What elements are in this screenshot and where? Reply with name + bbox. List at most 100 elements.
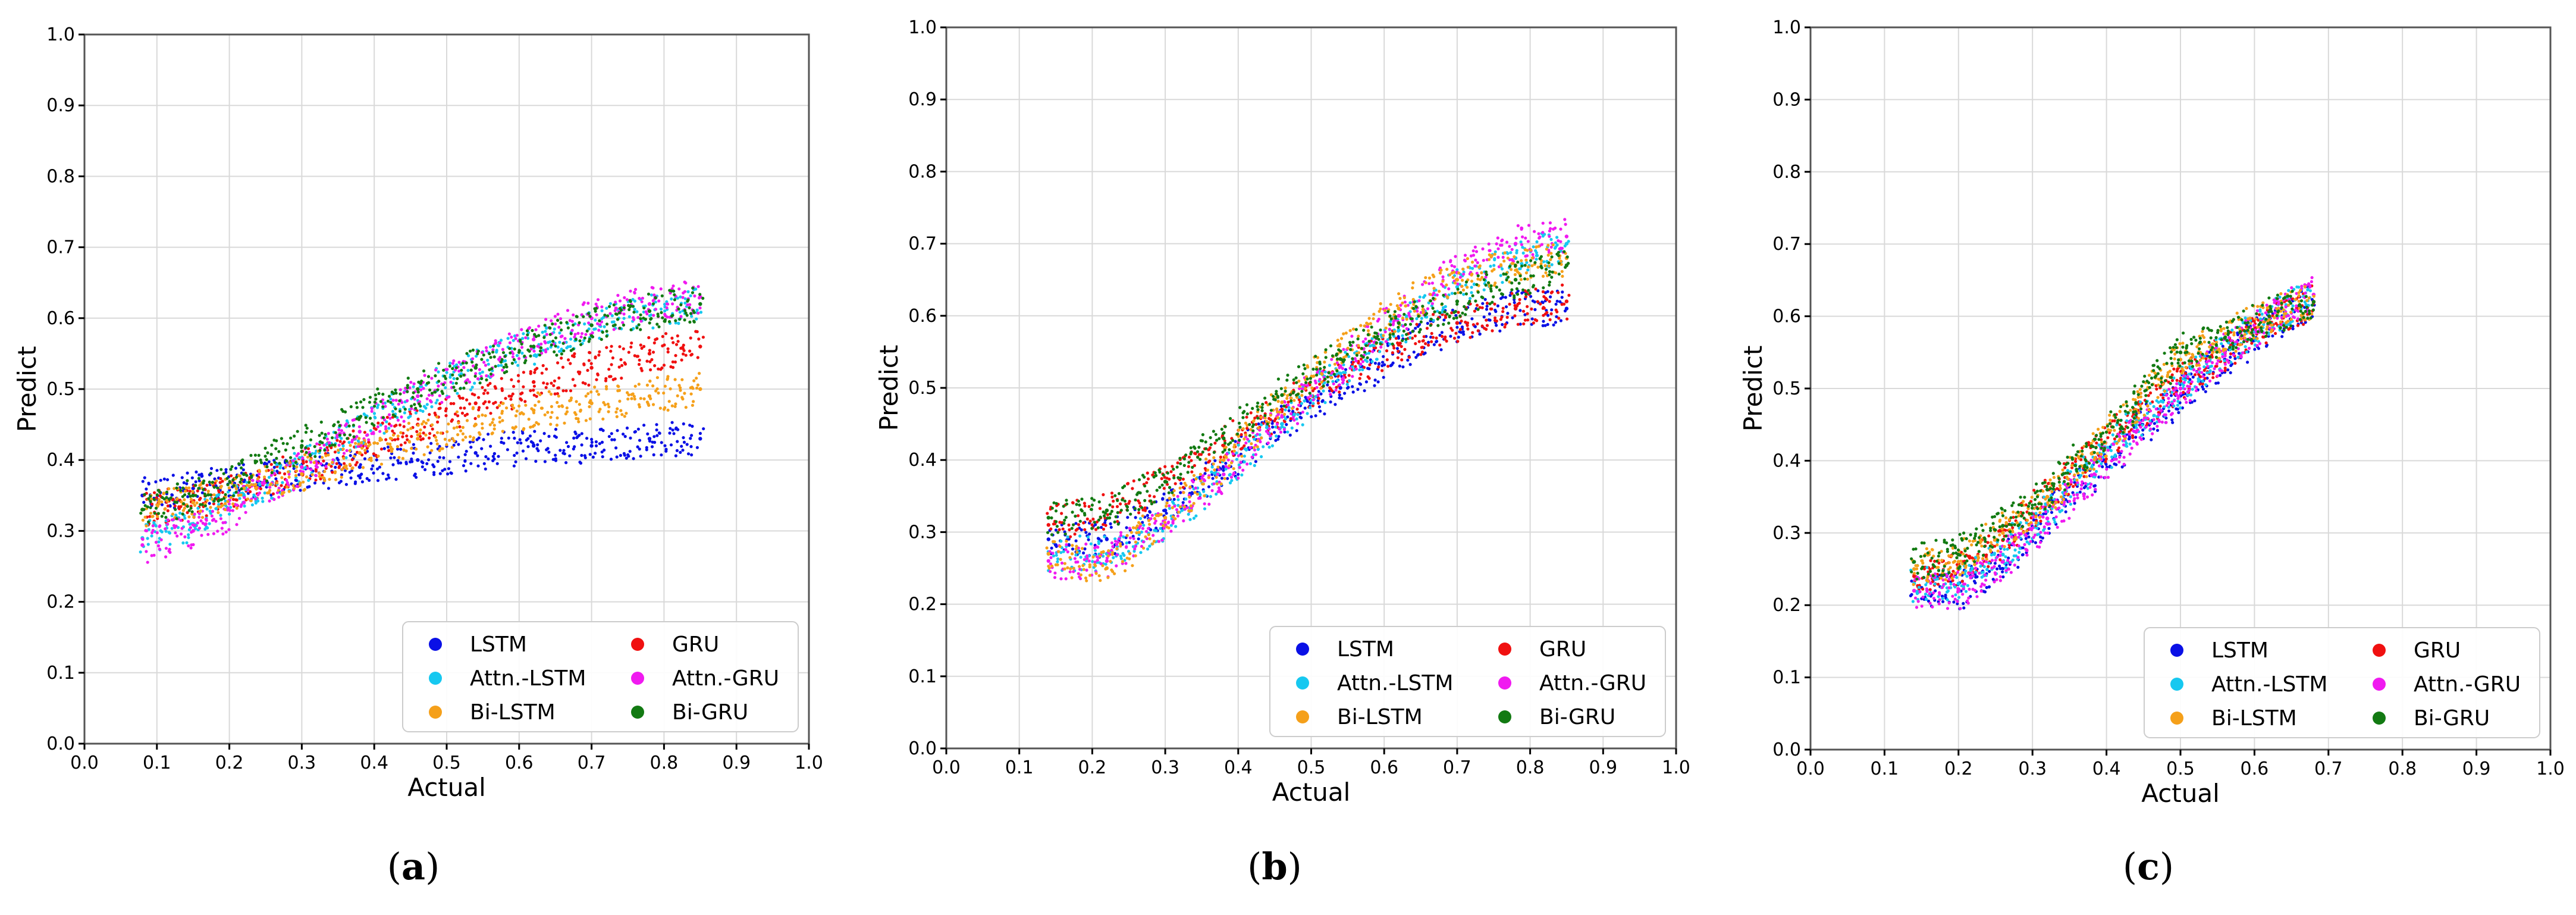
data-point: [376, 406, 379, 409]
data-point: [447, 395, 451, 399]
data-point: [550, 405, 554, 409]
data-point: [1210, 489, 1214, 493]
data-point: [189, 497, 193, 501]
data-point: [449, 471, 453, 475]
data-point: [1485, 302, 1489, 305]
data-point: [619, 358, 623, 362]
data-point: [615, 312, 619, 316]
data-point: [246, 488, 250, 491]
data-point: [482, 391, 486, 395]
data-point: [208, 522, 211, 525]
data-point: [1336, 378, 1339, 382]
data-point: [412, 452, 415, 455]
data-point: [528, 349, 531, 353]
data-point: [670, 336, 674, 340]
data-point: [1189, 504, 1193, 507]
data-point-anchor: [1338, 371, 1342, 375]
data-point: [442, 368, 445, 372]
data-point: [532, 393, 536, 397]
data-point: [419, 388, 423, 392]
data-point: [673, 378, 677, 381]
data-point: [1488, 249, 1491, 252]
data-point: [1379, 302, 1382, 306]
data-point: [203, 527, 207, 531]
data-point: [1126, 516, 1129, 519]
data-point: [1373, 361, 1377, 365]
data-point: [1440, 331, 1444, 334]
data-point: [1499, 318, 1502, 321]
data-point: [663, 444, 667, 447]
data-point: [632, 316, 635, 319]
data-point: [291, 484, 295, 487]
data-point: [235, 523, 239, 527]
data-point: [184, 486, 188, 490]
data-point: [146, 560, 149, 564]
data-point: [1232, 467, 1235, 471]
data-point: [356, 439, 360, 443]
data-point: [1557, 317, 1561, 320]
data-point: [461, 432, 465, 435]
data-point: [344, 410, 347, 414]
data-point: [680, 358, 683, 362]
data-point: [560, 334, 564, 338]
data-point: [1501, 295, 1505, 299]
data-point: [1338, 393, 1341, 397]
data-point: [258, 483, 262, 487]
data-point: [349, 405, 353, 409]
data-point: [1254, 453, 1257, 456]
data-point: [335, 433, 339, 437]
data-point: [309, 438, 313, 441]
data-point: [598, 408, 602, 411]
data-point: [1469, 336, 1472, 339]
data-point: [1231, 419, 1235, 422]
data-point: [185, 482, 189, 485]
data-point-anchor: [1222, 472, 1226, 477]
caption-letter: a: [401, 845, 425, 888]
data-point: [633, 290, 636, 294]
data-point: [591, 335, 595, 339]
data-point: [1319, 392, 1323, 396]
data-point: [1549, 252, 1553, 255]
data-point: [600, 337, 603, 341]
data-point: [457, 369, 461, 373]
data-point: [617, 385, 620, 388]
data-point: [1301, 423, 1304, 427]
data-point: [406, 399, 409, 403]
data-point: [328, 478, 331, 481]
data-point: [541, 330, 544, 334]
data-point: [1056, 531, 1060, 534]
data-point: [644, 317, 647, 321]
data-point: [1160, 477, 1163, 481]
data-point: [1128, 536, 1132, 540]
data-point: [532, 424, 536, 427]
data-point: [178, 511, 182, 515]
data-point: [231, 494, 235, 497]
data-point: [1457, 271, 1461, 275]
data-point: [622, 306, 626, 309]
data-point: [628, 299, 632, 302]
data-point-anchor: [532, 444, 536, 448]
data-point: [545, 367, 548, 371]
data-point: [444, 377, 447, 380]
data-point-anchor: [473, 422, 478, 427]
data-point: [401, 456, 405, 460]
data-point: [305, 427, 309, 430]
data-point: [1509, 251, 1513, 255]
data-point: [574, 413, 578, 416]
data-point: [629, 289, 632, 293]
data-point: [1513, 300, 1516, 305]
data-point: [679, 388, 682, 392]
data-point: [465, 381, 468, 385]
data-point: [588, 405, 591, 409]
data-point: [1533, 308, 1537, 312]
data-point: [412, 385, 415, 388]
data-point: [576, 331, 580, 335]
data-point: [1085, 517, 1089, 521]
data-point: [1541, 306, 1545, 310]
data-point: [295, 484, 299, 488]
data-point: [480, 447, 484, 450]
data-point: [549, 415, 553, 419]
data-point: [300, 439, 304, 443]
data-point: [617, 388, 622, 392]
